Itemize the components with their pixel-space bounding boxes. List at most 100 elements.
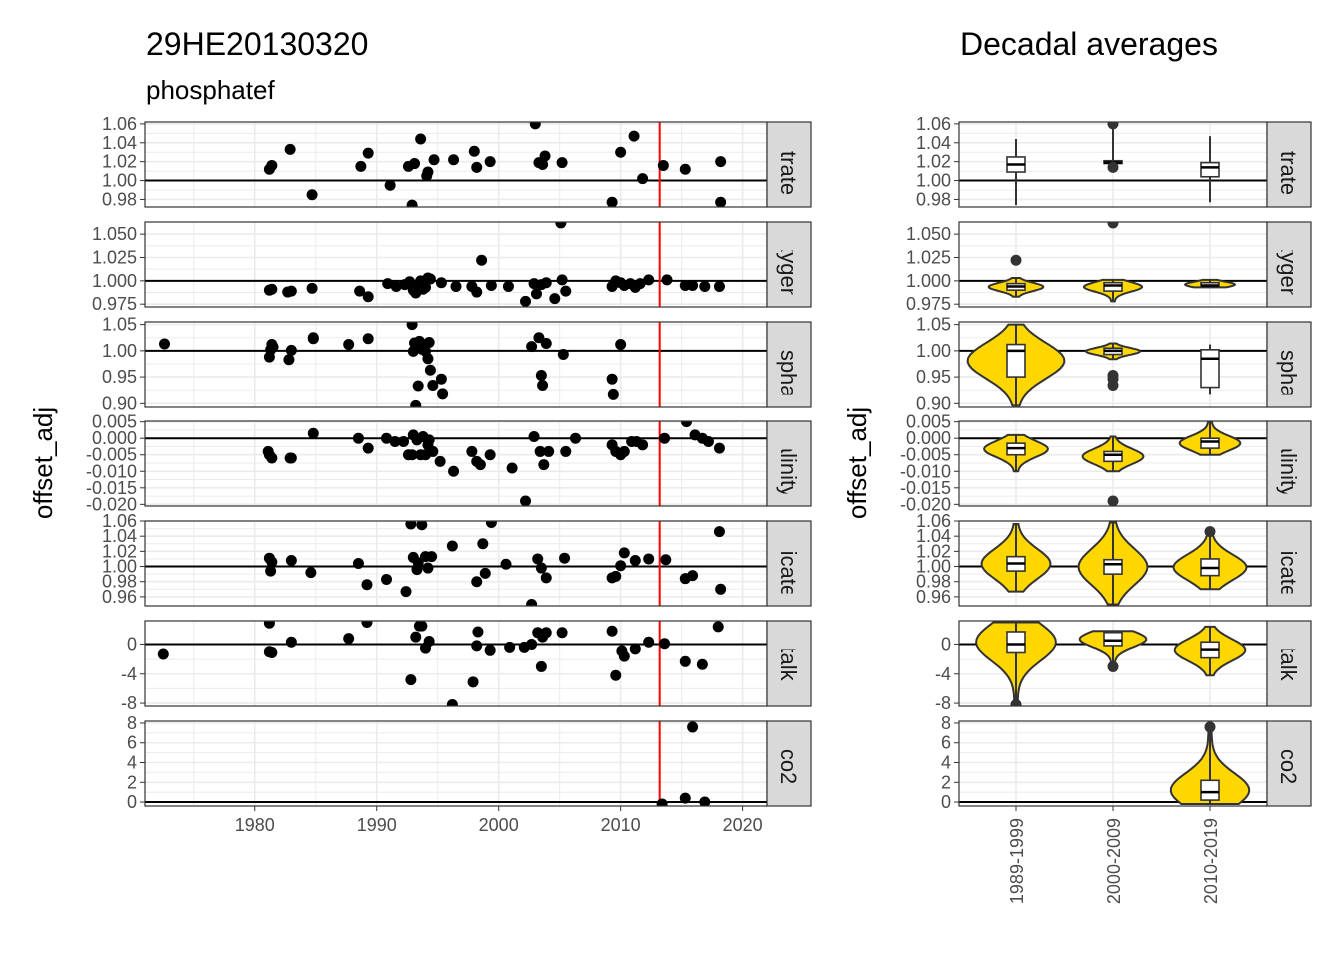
- data-point-phosphate: [526, 341, 538, 353]
- right-panel-nitrate: 0.981.001.021.041.06 nitrate: [916, 114, 1312, 209]
- left-panel-nitrate: 0.981.001.021.041.06 nitrate: [102, 114, 812, 209]
- box-talk-2000-2009: [1103, 631, 1123, 647]
- data-point-salinity: [389, 436, 401, 448]
- data-point-phosphate: [410, 399, 422, 407]
- data-point-talk: [712, 621, 724, 633]
- data-point-oxygen: [424, 273, 436, 285]
- left-y-tick-label-oxygen: 0.975: [92, 294, 137, 314]
- right-strip-label-talk: talk: [1276, 646, 1301, 681]
- right-title: Decadal averages: [960, 26, 1218, 62]
- data-point-silicate: [352, 558, 364, 569]
- left-subtitle: phosphatef: [146, 75, 275, 105]
- right-strip-label-tco2: tco2: [1276, 743, 1301, 785]
- left-y-tick-label-talk: 0: [127, 634, 137, 654]
- box-oxygen-2000-2009: [1103, 281, 1123, 292]
- right-y-tick-label-silicate: 1.02: [916, 541, 951, 561]
- box-phosphate-2010-2019: [1200, 349, 1220, 389]
- left-y-tick-label-silicate: 1.06: [102, 511, 137, 531]
- data-point-nitrate: [471, 161, 483, 173]
- left-strip-label-silicate: silicate: [776, 530, 801, 597]
- left-panel-talk: -8 -4 0 talk: [121, 620, 812, 713]
- data-point-silicate: [479, 567, 491, 579]
- left-strip-silicate: [766, 520, 812, 607]
- data-point-silicate: [265, 565, 277, 577]
- left-y-tick-label-oxygen: 1.050: [92, 224, 137, 244]
- data-point-silicate: [610, 570, 622, 582]
- data-point-phosphate: [535, 370, 547, 382]
- right-x-tick-label: 2010-2019: [1201, 818, 1221, 904]
- data-point-salinity: [713, 442, 725, 454]
- data-point-phosphate: [267, 341, 279, 353]
- data-point-salinity: [398, 436, 410, 448]
- left-strip-tco2: [766, 720, 812, 807]
- data-point-silicate: [416, 521, 428, 531]
- left-x-tick-label: 2010: [601, 815, 641, 835]
- data-point-salinity: [484, 449, 496, 461]
- left-panel-oxygen: 0.975 1.000 1.025 1.050 oxygen: [92, 221, 812, 314]
- data-point-nitrate: [428, 154, 440, 166]
- data-point-phosphate: [606, 373, 618, 385]
- left-x-tick-label: 2020: [723, 815, 763, 835]
- data-point-talk: [423, 636, 435, 648]
- right-y-tick-label-oxygen: 1.000: [906, 271, 951, 291]
- left-strip-label-phosphate: phosphate: [776, 313, 801, 416]
- right-y-tick-label-salinity: -0.015: [900, 478, 951, 498]
- data-point-oxygen: [420, 281, 432, 293]
- data-point-silicate: [713, 526, 725, 538]
- left-y-tick-label-tco2: 2: [127, 772, 137, 792]
- data-point-silicate: [361, 579, 373, 591]
- data-point-oxygen: [306, 282, 318, 294]
- right-marks-silicate: [980, 521, 1248, 606]
- right-y-tick-label-silicate: 1.00: [916, 557, 951, 577]
- outlier-point-phosphate: [1107, 373, 1119, 385]
- right-y-tick-label-oxygen: 0.975: [906, 294, 951, 314]
- left-y-tick-label-salinity: 0.005: [92, 412, 137, 432]
- left-y-tick-label-salinity: -0.010: [86, 461, 137, 481]
- left-y-axis-title: offset_adj: [28, 407, 58, 519]
- data-point-nitrate: [355, 160, 367, 172]
- left-strip-talk: [766, 620, 812, 707]
- right-strip-salinity: [1266, 420, 1312, 507]
- right-y-tick-label-talk: -4: [935, 664, 951, 684]
- left-strip-label-talk: talk: [776, 646, 801, 681]
- left-strip-label-nitrate: nitrate: [776, 134, 801, 195]
- left-x-tick-label: 2000: [479, 815, 519, 835]
- right-y-tick-label-tco2: 4: [941, 753, 951, 773]
- left-y-tick-label-oxygen: 1.000: [92, 271, 137, 291]
- data-point-phosphate: [343, 339, 355, 351]
- data-point-talk: [263, 621, 275, 629]
- data-point-phosphate: [424, 364, 436, 376]
- data-point-talk: [157, 648, 169, 660]
- data-point-salinity: [637, 439, 649, 451]
- left-x-tick-label: 1980: [235, 815, 275, 835]
- left-title: 29HE20130320: [146, 26, 368, 62]
- outlier-point-silicate: [1204, 526, 1216, 538]
- left-strip-oxygen: [766, 221, 812, 308]
- right-marks-tco2: [1169, 721, 1251, 805]
- data-point-silicate: [532, 553, 544, 565]
- right-panel-silicate: 0.960.981.001.021.041.06 silicate: [916, 511, 1312, 607]
- data-point-nitrate: [422, 166, 434, 178]
- data-point-silicate: [485, 521, 497, 529]
- right-y-tick-label-phosphate: 1.05: [916, 315, 951, 335]
- data-point-oxygen: [450, 280, 462, 292]
- data-point-salinity: [570, 432, 582, 444]
- data-point-phosphate: [406, 322, 418, 331]
- data-point-silicate: [629, 554, 641, 566]
- right-y-tick-label-oxygen: 1.050: [906, 224, 951, 244]
- data-point-talk: [504, 641, 516, 653]
- data-point-nitrate: [468, 145, 480, 157]
- data-point-talk: [467, 676, 479, 688]
- left-points-talk: [157, 621, 724, 706]
- data-point-talk: [410, 631, 422, 643]
- right-y-axis-title: offset_adj: [842, 407, 872, 519]
- data-point-nitrate: [679, 163, 691, 175]
- data-point-talk: [471, 640, 483, 652]
- left-panel-bg-silicate: [145, 521, 767, 606]
- right-marks-nitrate: [1006, 122, 1220, 206]
- data-point-salinity: [543, 445, 555, 457]
- data-point-silicate: [285, 554, 297, 566]
- left-y-tick-label-oxygen: 1.025: [92, 247, 137, 267]
- data-point-salinity: [659, 432, 671, 444]
